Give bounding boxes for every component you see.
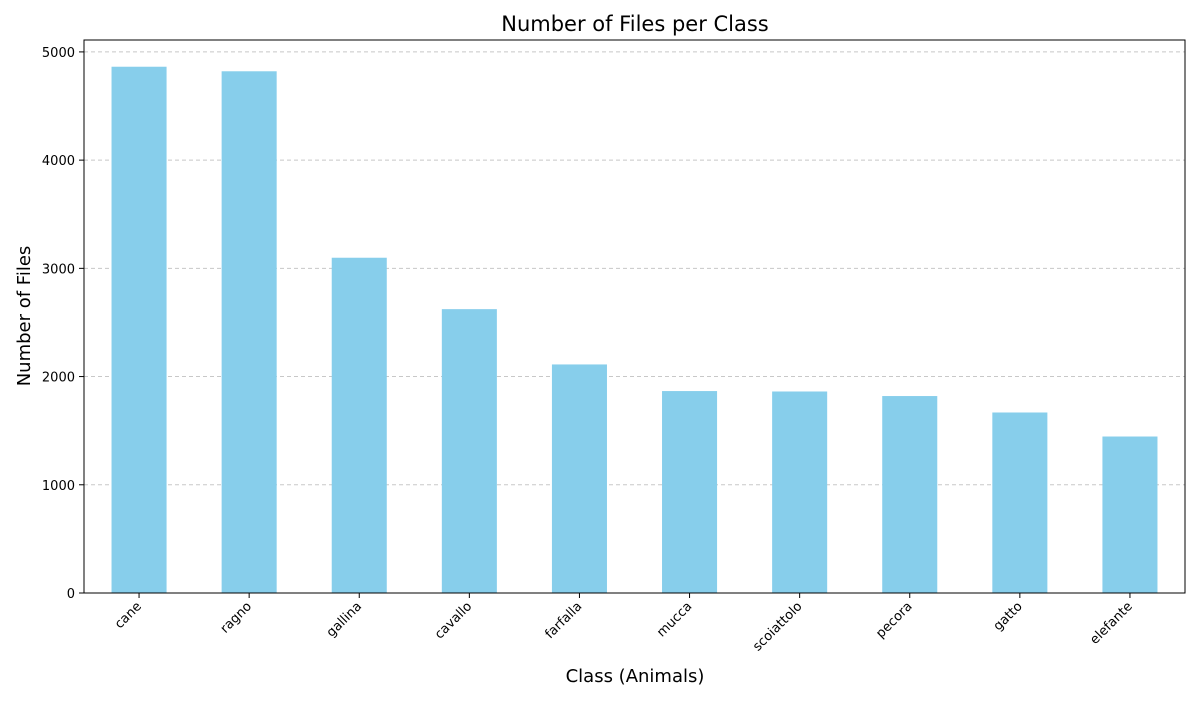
bar-farfalla bbox=[551, 364, 607, 593]
x-tick-label-mucca: mucca bbox=[654, 599, 695, 640]
x-tick-label-ragno: ragno bbox=[218, 599, 255, 636]
bar-scoiattolo bbox=[772, 391, 828, 593]
x-tick-label-cane: cane bbox=[112, 599, 145, 632]
y-axis-label: Number of Files bbox=[14, 246, 35, 387]
x-axis-label: Class (Animals) bbox=[566, 666, 705, 687]
bars bbox=[111, 66, 1158, 594]
y-tick-label-4000: 4000 bbox=[42, 154, 75, 169]
x-tick-label-gatto: gatto bbox=[991, 599, 1026, 634]
bar-cane bbox=[111, 66, 167, 593]
x-ticks: cane ragno gallina cavallo farfalla mucca scoi… bbox=[112, 593, 1136, 654]
y-tick-label-1000: 1000 bbox=[42, 479, 75, 494]
y-ticks: 0 1000 2000 3000 4000 5000 bbox=[42, 46, 84, 602]
axes bbox=[83, 39, 1186, 594]
bar-gallina bbox=[331, 257, 387, 593]
bar-cavallo bbox=[441, 309, 497, 593]
y-tick-label-2000: 2000 bbox=[42, 371, 75, 386]
x-tick-label-gallina: gallina bbox=[324, 599, 365, 640]
y-tick-label-5000: 5000 bbox=[42, 46, 75, 61]
bar-gatto bbox=[992, 412, 1048, 593]
bar-mucca bbox=[662, 391, 718, 593]
x-tick-label-cavallo: cavallo bbox=[432, 599, 475, 642]
x-tick-label-farfalla: farfalla bbox=[542, 599, 585, 642]
y-tick-label-3000: 3000 bbox=[42, 262, 75, 277]
bar-pecora bbox=[882, 396, 938, 593]
y-tick-label-0: 0 bbox=[67, 587, 75, 602]
chart-title: Number of Files per Class bbox=[501, 12, 769, 36]
bar-ragno bbox=[221, 71, 277, 594]
plot-frame bbox=[83, 39, 1186, 594]
x-tick-label-pecora: pecora bbox=[873, 599, 915, 641]
x-tick-label-scoiattolo: scoiattolo bbox=[750, 599, 805, 654]
bar-elefante bbox=[1102, 436, 1158, 593]
x-tick-label-elefante: elefante bbox=[1087, 599, 1135, 647]
